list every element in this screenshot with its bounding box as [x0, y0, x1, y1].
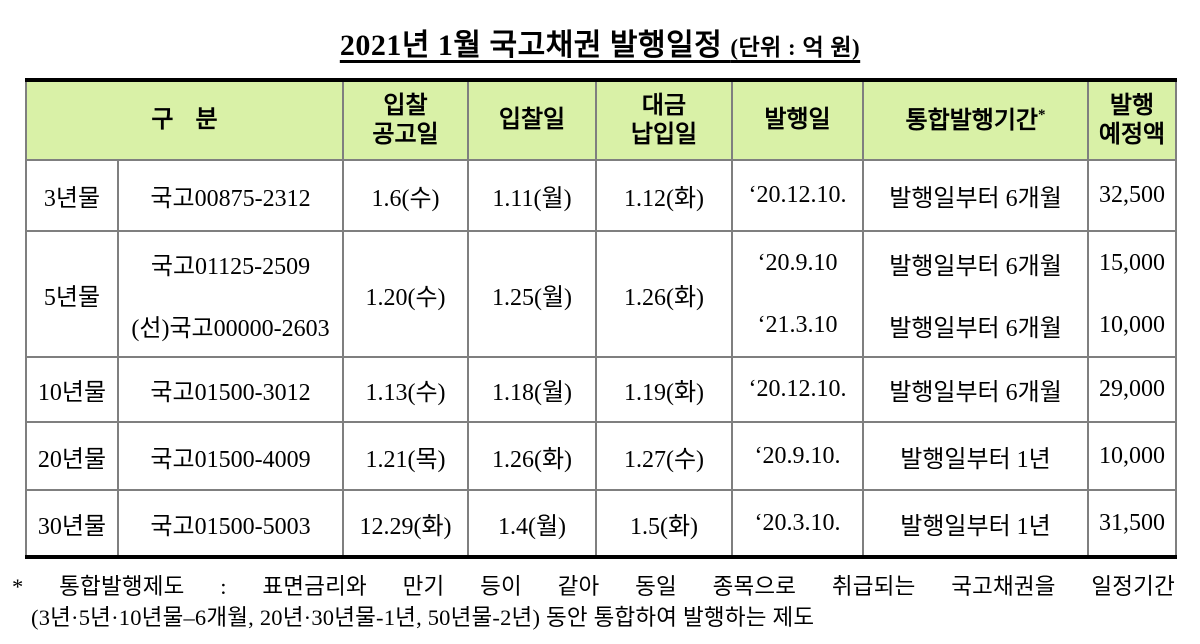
cell-issue-date: ‘20.12.10.: [731, 356, 865, 423]
cell-fungible-period: 발행일부터 6개월: [862, 230, 1090, 294]
cell-bond-code: 국고01500-4009: [116, 421, 345, 491]
cell-planned-amount: 29,000: [1087, 356, 1178, 423]
cell-planned-amount: 15,000: [1087, 230, 1178, 294]
col-header-gubun: 구 분: [24, 78, 345, 161]
cell-issue-date: ‘20.9.10.: [731, 421, 865, 491]
cell-planned-amount: 32,500: [1087, 159, 1178, 232]
table-row: 3년물 국고00875-2312 1.6(수) 1.11(월) 1.12(화) …: [25, 159, 1178, 232]
cell-tenor: 30년물: [25, 489, 119, 559]
cell-tenor: 3년물: [25, 159, 119, 232]
cell-bond-code: 국고01500-5003: [116, 489, 345, 559]
cell-payment-date: 1.19(화): [595, 356, 734, 423]
cell-planned-amount: 10,000: [1087, 293, 1178, 358]
cell-tenor: 5년물: [25, 230, 119, 358]
col-header-auction-date: 입찰일: [467, 78, 598, 161]
cell-bond-code: 국고01500-3012: [116, 356, 345, 423]
col-header-issue-date: 발행일: [731, 78, 865, 161]
cell-fungible-period: 발행일부터 1년: [862, 489, 1090, 559]
table-row: 5년물 국고01125-2509 1.20(수) 1.25(월) 1.26(화)…: [25, 230, 1178, 358]
col-header-notice-date: 입찰 공고일: [342, 78, 470, 161]
cell-auction-date: 1.11(월): [467, 159, 598, 232]
cell-issue-date: ‘20.3.10.: [731, 489, 865, 559]
table-row: 20년물 국고01500-4009 1.21(목) 1.26(화) 1.27(수…: [25, 421, 1178, 491]
cell-issue-date: ‘20.9.10: [731, 230, 865, 294]
footnote: * 통합발행제도 : 표면금리와 만기 등이 같아 동일 종목으로 취급되는 국…: [12, 571, 1175, 633]
title-text: 2021년 1월 국고채권 발행일정: [339, 29, 731, 62]
cell-payment-date: 1.26(화): [595, 230, 734, 358]
table-row: (선)국고00000-2603 ‘21.3.10 발행일부터 6개월 10,00…: [26, 293, 1178, 358]
cell-bond-code: 국고00875-2312: [116, 159, 345, 232]
cell-auction-date: 1.25(월): [467, 230, 598, 358]
asterisk-superscript: *: [1038, 106, 1046, 123]
cell-auction-date: 1.4(월): [467, 489, 598, 559]
col-header-planned-amount: 발행 예정액: [1087, 78, 1178, 161]
cell-fungible-period: 발행일부터 6개월: [862, 356, 1090, 423]
cell-payment-date: 1.12(화): [595, 159, 734, 232]
cell-issue-date: ‘21.3.10: [731, 293, 865, 358]
page-title: 2021년 1월 국고채권 발행일정 (단위 : 억 원): [25, 20, 1175, 64]
fungible-period-label: 통합발행기간: [905, 107, 1038, 134]
cell-issue-date: ‘20.12.10.: [731, 159, 865, 232]
table-row: 30년물 국고01500-5003 12.29(화) 1.4(월) 1.5(화)…: [25, 489, 1178, 559]
cell-auction-date: 1.26(화): [467, 421, 598, 491]
footnote-line1: * 통합발행제도 : 표면금리와 만기 등이 같아 동일 종목으로 취급되는 국…: [12, 574, 1175, 599]
cell-notice-date: 1.20(수): [342, 230, 470, 358]
issuance-schedule-table: 구 분 입찰 공고일 입찰일 대금 납입일 발행일 통합발행기간* 발행 예정액…: [24, 78, 1178, 559]
cell-tenor: 20년물: [25, 421, 119, 491]
cell-fungible-period: 발행일부터 6개월: [862, 293, 1090, 358]
header-row: 구 분 입찰 공고일 입찰일 대금 납입일 발행일 통합발행기간* 발행 예정액: [24, 78, 1178, 161]
cell-bond-code: 국고01125-2509: [116, 230, 345, 294]
cell-payment-date: 1.5(화): [595, 489, 734, 559]
cell-planned-amount: 31,500: [1087, 489, 1178, 559]
cell-auction-date: 1.18(월): [467, 356, 598, 423]
col-header-fungible-period: 통합발행기간*: [862, 78, 1090, 161]
cell-planned-amount: 10,000: [1087, 421, 1178, 491]
title-unit: (단위 : 억 원): [730, 35, 861, 60]
cell-payment-date: 1.27(수): [595, 421, 734, 491]
cell-notice-date: 1.6(수): [342, 159, 470, 232]
footnote-line2: (3년·5년·10년물–6개월, 20년·30년물-1년, 50년물-2년) 동…: [31, 605, 815, 630]
title-underline: 2021년 1월 국고채권 발행일정 (단위 : 억 원): [340, 29, 860, 62]
col-header-payment-date: 대금 납입일: [595, 78, 734, 161]
cell-notice-date: 1.21(목): [342, 421, 470, 491]
table-row: 10년물 국고01500-3012 1.13(수) 1.18(월) 1.19(화…: [25, 356, 1178, 423]
cell-fungible-period: 발행일부터 1년: [862, 421, 1090, 491]
cell-bond-code: (선)국고00000-2603: [116, 293, 345, 358]
cell-notice-date: 12.29(화): [342, 489, 470, 559]
cell-tenor: 10년물: [25, 356, 119, 423]
cell-fungible-period: 발행일부터 6개월: [862, 159, 1090, 232]
cell-notice-date: 1.13(수): [342, 356, 470, 423]
